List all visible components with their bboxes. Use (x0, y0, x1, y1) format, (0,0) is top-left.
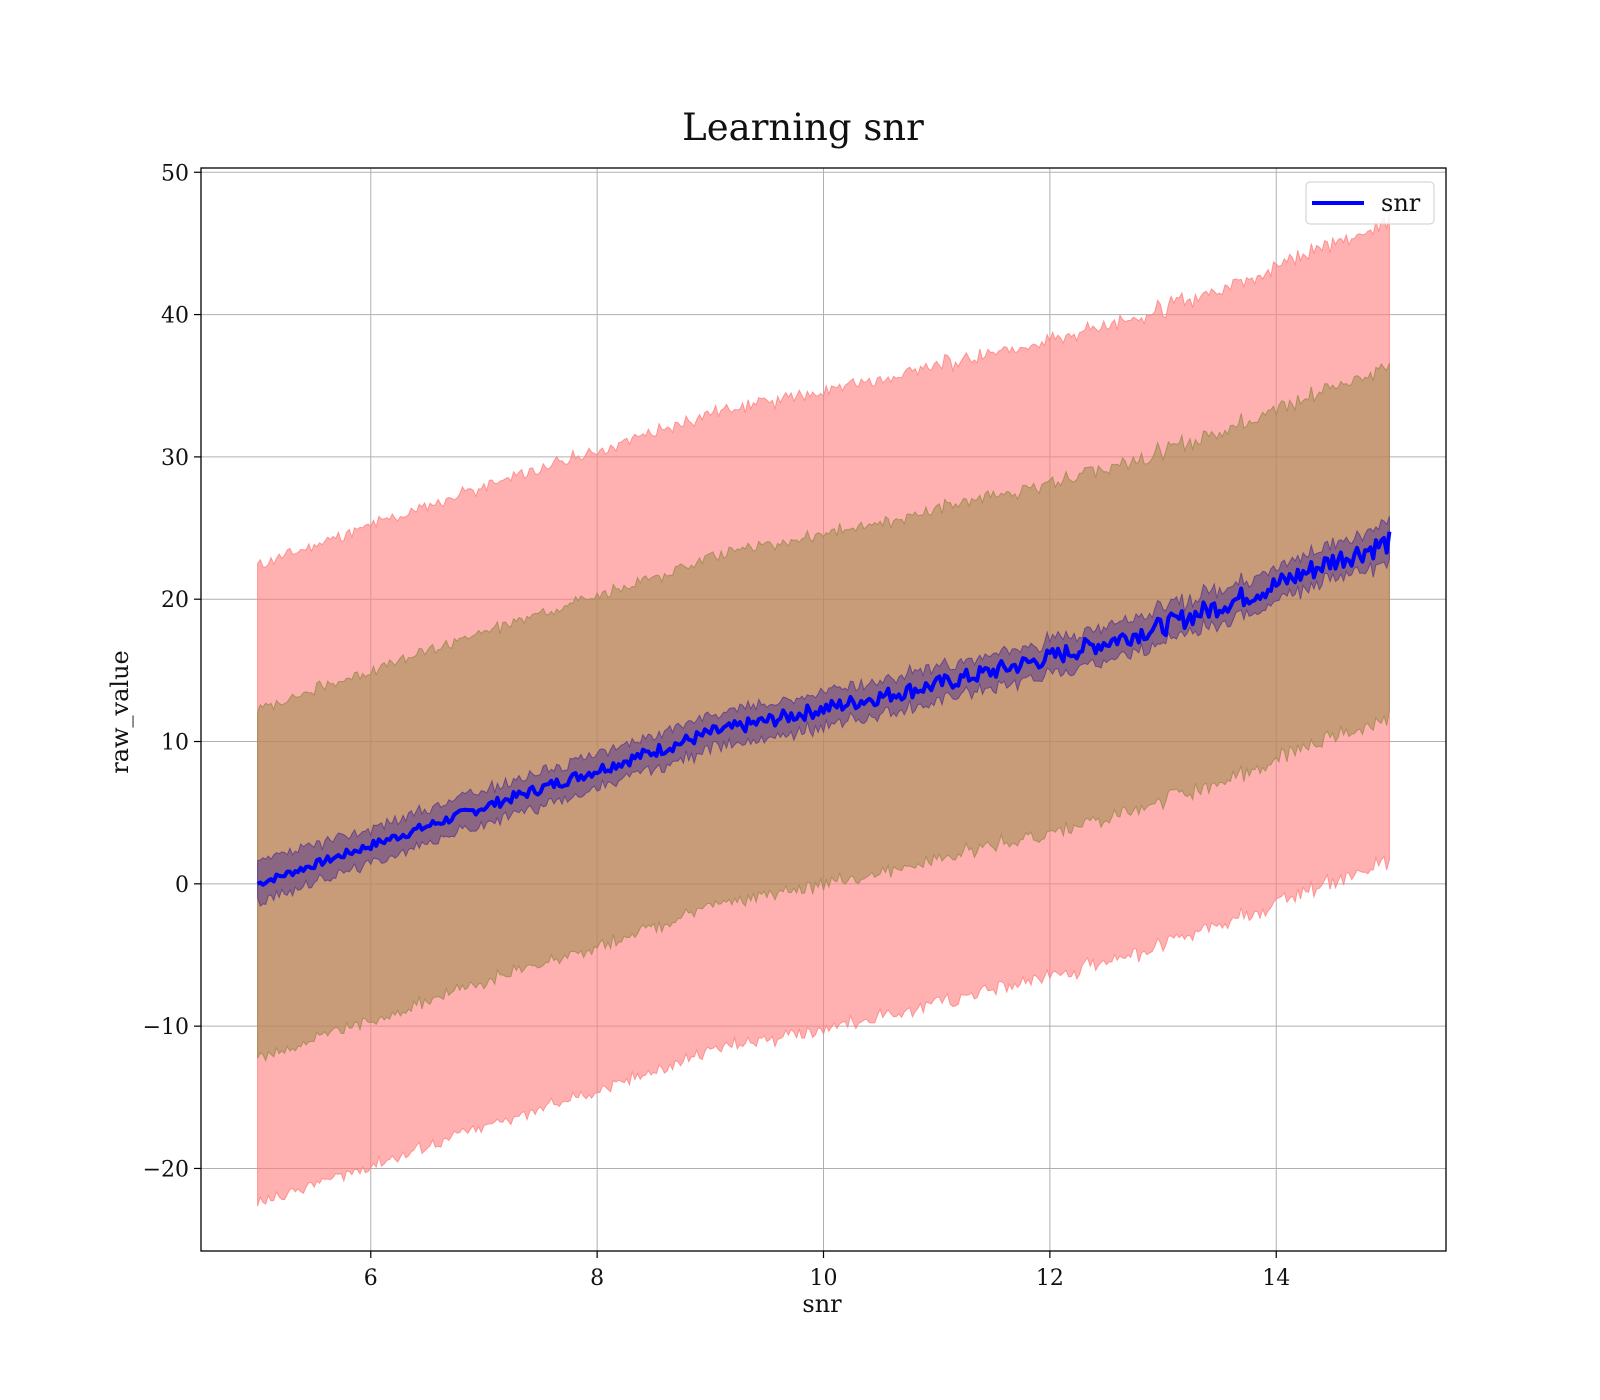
y-tick-label: 0 (175, 873, 189, 898)
y-tick-label: −20 (143, 1157, 189, 1182)
legend-label-snr: snr (1381, 189, 1421, 217)
tick-layer: 6 8 10 12 14 −20 −10 0 10 20 30 40 50 (143, 161, 1291, 1291)
x-tick-label: 12 (1036, 1266, 1064, 1291)
legend-box (1305, 181, 1435, 225)
line-layer (256, 531, 1392, 887)
legend: snr (1305, 181, 1435, 225)
y-tick-label: 30 (161, 446, 189, 471)
x-tick-label: 10 (810, 1266, 838, 1291)
x-tick-label: 14 (1262, 1266, 1290, 1291)
y-tick-label: 40 (161, 304, 189, 329)
x-axis-label: snr (802, 1290, 842, 1318)
x-tick-label: 6 (364, 1266, 378, 1291)
y-tick-label: 50 (161, 161, 189, 186)
x-tick-label: 8 (590, 1266, 604, 1291)
y-axis-label: raw_value (106, 650, 134, 774)
y-tick-label: 20 (161, 588, 189, 613)
y-tick-label: −10 (143, 1015, 189, 1040)
series-line-snr (256, 531, 1392, 887)
chart-title: Learning snr (682, 106, 924, 149)
y-tick-label: 10 (161, 731, 189, 756)
